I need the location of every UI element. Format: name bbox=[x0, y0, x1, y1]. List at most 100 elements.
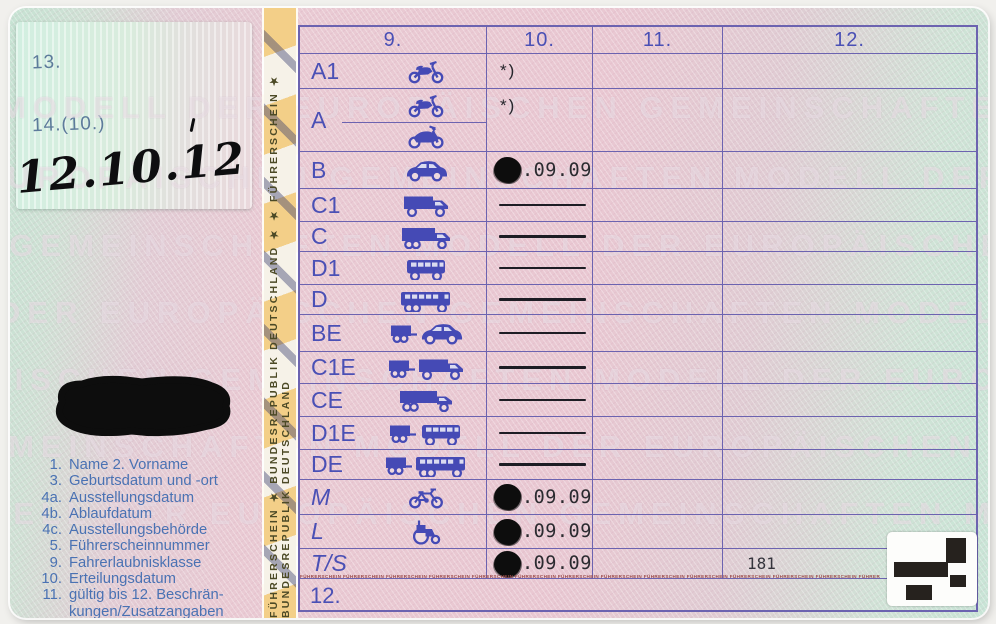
minibus-icon bbox=[419, 421, 463, 445]
restrictions-cell bbox=[722, 89, 976, 151]
legend-item-number: 10. bbox=[41, 571, 62, 588]
date-cell: .09.09 bbox=[486, 549, 592, 578]
class-cell-T-S: T/S bbox=[300, 549, 486, 578]
redaction-blob bbox=[494, 518, 521, 545]
car-icon bbox=[420, 321, 462, 345]
class-cell-C: C bbox=[300, 222, 486, 251]
entitlement-date: .09.09 bbox=[494, 550, 592, 577]
table-row-M: M .09.09 bbox=[300, 479, 976, 514]
restrictions-cell bbox=[722, 252, 976, 284]
class-label: CE bbox=[311, 386, 343, 413]
restrictions-cell bbox=[722, 54, 976, 88]
date-text: .09.09 bbox=[522, 553, 592, 574]
class-cell-L: L bbox=[300, 515, 486, 548]
date-cell: .09.09 bbox=[486, 152, 592, 188]
motorcycle-icon bbox=[406, 123, 446, 149]
field-13-label: 13. bbox=[31, 51, 62, 74]
security-mark-block bbox=[906, 585, 932, 600]
restrictions-cell bbox=[722, 352, 976, 383]
legend-item-text: gültig bis 12. Beschrän- bbox=[69, 587, 224, 604]
minibus-icon bbox=[404, 256, 448, 280]
tractor-icon bbox=[410, 519, 442, 545]
table-row-A: A *) bbox=[300, 88, 976, 151]
legend-item-number: 4a. bbox=[41, 489, 62, 506]
date-cell: .09.09 bbox=[486, 515, 592, 548]
vehicle-icons bbox=[365, 58, 486, 84]
valid-until-cell bbox=[592, 54, 722, 88]
security-mark-block bbox=[946, 538, 966, 563]
strikethrough-line bbox=[499, 366, 586, 369]
restrictions-cell bbox=[722, 480, 976, 514]
class-cell-D: D bbox=[300, 285, 486, 314]
table-row-D1: D1 bbox=[300, 251, 976, 284]
legend-item-text: Erteilungsdatum bbox=[69, 571, 176, 588]
class-label: D bbox=[311, 286, 328, 312]
strikethrough-line bbox=[499, 431, 586, 435]
redaction-blob bbox=[494, 484, 521, 510]
watermark-text: MODELL DER EUROPÄISCHEN GEMEINSCHAFTEN M… bbox=[10, 228, 988, 263]
restriction-code: 181 bbox=[747, 554, 776, 573]
legend-item: 11. gültig bis 12. Beschrän- bbox=[22, 587, 224, 603]
class-cell-BE: BE bbox=[300, 315, 486, 351]
legend-item-text: Name 2. Vorname bbox=[69, 457, 189, 473]
table-row-C: C bbox=[300, 221, 976, 251]
valid-until-cell bbox=[592, 384, 722, 416]
table-header-row: 9. 10. 11. 12. bbox=[300, 27, 976, 53]
date-text: .09.09 bbox=[522, 521, 592, 542]
class-cell-D1: D1 bbox=[300, 252, 486, 284]
strikethrough-line bbox=[499, 331, 586, 335]
restrictions-cell bbox=[722, 515, 976, 548]
legend-item: 3. Geburtsdatum und -ort bbox=[22, 473, 224, 489]
class-label: L bbox=[311, 518, 324, 544]
vehicle-icons bbox=[365, 388, 486, 412]
class-label: A bbox=[311, 106, 327, 133]
date-cell bbox=[486, 315, 592, 351]
table-row-L: L .09.09 bbox=[300, 514, 976, 548]
column-header-12: 12. bbox=[722, 27, 976, 53]
legend-item: 4c. Ausstellungsbehörde bbox=[22, 522, 224, 538]
footnote-mark: *) bbox=[500, 96, 517, 115]
column-header-10: 10. bbox=[486, 27, 592, 53]
table-row-A1: A1 *) bbox=[300, 53, 976, 88]
valid-until-cell bbox=[592, 450, 722, 479]
date-cell: *) bbox=[486, 54, 592, 88]
watermark-text: MODELL DER EUROPÄISCHEN GEMEINSCHAFTEN M… bbox=[10, 295, 988, 330]
legend-item: 4a. Ausstellungsdatum bbox=[22, 490, 224, 506]
table-row-D1E: D1E bbox=[300, 416, 976, 449]
restrictions-cell bbox=[722, 417, 976, 449]
table-row-C1E: C1E bbox=[300, 351, 976, 383]
strikethrough-line bbox=[499, 235, 586, 238]
micro-text-line: FÜHRERSCHEIN FÜHRERSCHEIN FÜHRERSCHEIN F… bbox=[300, 574, 880, 579]
date-cell: .09.09 bbox=[486, 480, 592, 514]
strikethrough-line bbox=[499, 298, 586, 301]
legend-item: kungen/Zusatzangaben bbox=[22, 604, 224, 618]
license-class-table: 9. 10. 11. 12. A1 *) A *) B .09.09 C1 C D1 D BE… bbox=[298, 25, 978, 612]
issue-sticker: 13. 14.(10.) bbox=[16, 22, 252, 209]
legend-item: 4b. Ablaufdatum bbox=[22, 506, 224, 522]
legend-item-number: 5. bbox=[49, 538, 62, 555]
legend-item: 10. Erteilungsdatum bbox=[22, 571, 224, 587]
class-label: B bbox=[311, 156, 327, 183]
legend-block: 1. Name 2. Vorname 3. Geburtsdatum und -ort… bbox=[22, 457, 224, 618]
table-row-B: B .09.09 bbox=[300, 151, 976, 188]
table-row-CE: CE bbox=[300, 383, 976, 416]
security-strip-text: FÜHRERSCHEIN ★ BUNDESREPUBLIK DEUTSCHLAN… bbox=[268, 72, 292, 618]
vehicle-icons bbox=[365, 256, 486, 280]
class-label: C1 bbox=[311, 191, 341, 218]
strikethrough-line bbox=[499, 463, 586, 466]
valid-until-cell bbox=[592, 89, 722, 151]
legend-item: 1. Name 2. Vorname bbox=[22, 457, 224, 473]
class-label: C1E bbox=[311, 354, 356, 380]
table-row-D: D bbox=[300, 284, 976, 314]
restrictions-cell: 181 bbox=[722, 549, 976, 578]
legend-item-text: kungen/Zusatzangaben bbox=[69, 603, 224, 618]
class-label: A1 bbox=[311, 57, 340, 84]
restrictions-cell bbox=[722, 285, 976, 314]
column-header-9: 9. bbox=[383, 28, 403, 51]
vehicle-icons bbox=[365, 158, 486, 182]
entitlement-date: .09.09 bbox=[494, 484, 592, 510]
class-cell-D1E: D1E bbox=[300, 417, 486, 449]
box-truck-icon bbox=[403, 193, 449, 217]
date-cell bbox=[486, 417, 592, 449]
